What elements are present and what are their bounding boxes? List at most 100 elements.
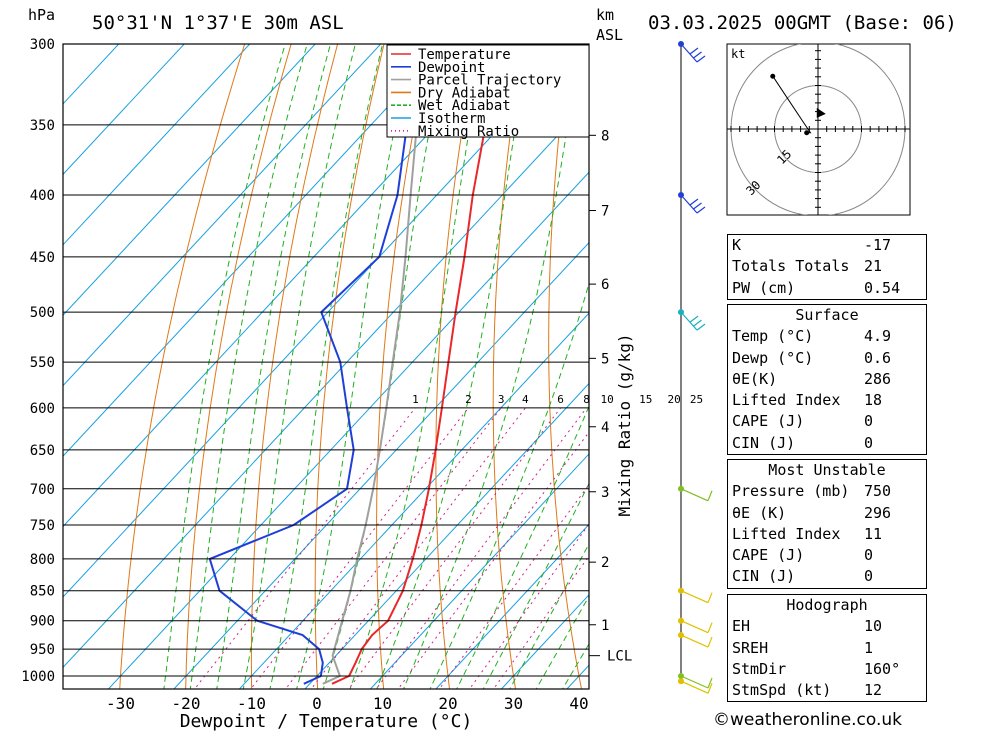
row-value: 0: [864, 433, 874, 452]
row-value: 296: [864, 503, 892, 522]
wind-barb: [678, 192, 706, 214]
wind-barb-shaft: [680, 194, 698, 214]
surface-row: CAPE (J) 0: [728, 411, 926, 432]
row-value: 1: [864, 638, 874, 657]
pressure-tick-label: 350: [30, 118, 55, 134]
height-tick-label: 1: [601, 618, 609, 634]
surface-row: CIN (J) 0: [728, 433, 926, 454]
wind-barb-flag: [693, 51, 702, 59]
legend-entry: Temperature: [418, 47, 511, 63]
row-value: 11: [864, 524, 883, 543]
asl-unit-label: ASL: [596, 26, 623, 44]
wet-adiabat-line: [296, 44, 414, 689]
row-label: CIN (J): [732, 567, 796, 586]
pressure-tick-label: 550: [30, 355, 55, 371]
parcel-trajectory-line: [322, 44, 428, 685]
dry-adiabat-line: [548, 44, 583, 689]
hodograph-stats-title: Hodograph: [786, 596, 868, 614]
surface-table: Surface Temp (°C) 4.9 Dewp (°C) 0.6 θE(K) 286…: [727, 304, 927, 456]
x-tick-label: 20: [438, 694, 457, 713]
row-value: 750: [864, 482, 892, 501]
wind-barb-flag: [696, 206, 706, 214]
most-unstable-row: Pressure (mb) 750: [728, 481, 926, 502]
wind-barb: [678, 673, 713, 689]
mixing-ratio-label: 4: [522, 393, 529, 406]
most-unstable-row: θE (K) 296: [728, 503, 926, 524]
wind-barb-flag: [707, 683, 713, 694]
pressure-tick-label: 400: [30, 188, 55, 204]
surface-title: Surface: [795, 306, 859, 324]
pressure-tick-label: 1000: [21, 669, 55, 685]
pressure-tick-label: 750: [30, 518, 55, 534]
legend-box: [386, 44, 590, 138]
credit-link[interactable]: ©weatheronline.co.uk: [713, 710, 903, 730]
pressure-tick-label: 650: [30, 443, 55, 459]
legend-entry: Wet Adiabat: [418, 98, 511, 114]
wet-adiabat-line: [216, 44, 332, 689]
hodograph-stats-table: Hodograph EH 10 SREH 1 StmDir 160° StmSpd (kt)…: [727, 594, 927, 703]
pressure-tick-label: 850: [30, 584, 55, 600]
wet-adiabat-line: [269, 44, 384, 689]
mixing-ratio-line: [468, 523, 589, 689]
mixing-ratio-label: 25: [690, 393, 703, 406]
dry-adiabat-line: [939, 8, 1000, 692]
isotherm-line: [63, 44, 447, 457]
wet-adiabat-line: [376, 44, 530, 689]
mixing-ratio-line: [250, 407, 469, 689]
mixing-ratio-label: 20: [667, 393, 680, 406]
row-value: 286: [864, 369, 892, 388]
indices-table: K -17 Totals Totals 21 PW (cm) 0.54: [727, 234, 927, 300]
indices-row: Totals Totals 21: [728, 256, 926, 277]
legend-entry: Mixing Ratio: [418, 124, 519, 140]
row-value: 10: [864, 617, 883, 636]
row-label: θE (K): [732, 503, 787, 522]
isotherm-line: [63, 44, 382, 387]
mixing-ratio-label: 6: [557, 393, 564, 406]
isotherm-line: [63, 44, 251, 246]
isotherm-line: [173, 241, 589, 689]
dry-adiabat-line: [185, 44, 292, 689]
km-unit-label: km: [596, 6, 614, 24]
hodograph-stats-row: StmDir 160°: [728, 659, 926, 680]
most-unstable-row: Lifted Index 11: [728, 524, 926, 545]
pressure-tick-label: 300: [30, 37, 55, 53]
surface-row: Temp (°C) 4.9: [728, 326, 926, 347]
isotherm-line: [63, 44, 120, 105]
wind-barb-shaft: [680, 590, 709, 604]
dry-adiabat-line: [985, 8, 1000, 692]
pressure-tick-label: 950: [30, 642, 55, 658]
mixing-ratio-axis-label: Mixing Ratio (g/kg): [615, 333, 634, 516]
row-label: CAPE (J): [732, 412, 805, 431]
pressure-axis-ticks: 300 350 400 450 500 550 600 650 700 750 800 850 900 9…: [21, 37, 55, 685]
wet-adiabat-line: [189, 44, 308, 689]
row-value: 0.54: [864, 278, 901, 297]
isotherm-line: [238, 312, 589, 689]
height-tick-label: 4: [601, 420, 609, 436]
most-unstable-row: CIN (J) 0: [728, 566, 926, 587]
mixing-ratio-label: 8: [583, 393, 590, 406]
wind-barb-shaft: [680, 43, 698, 63]
wind-barb: [678, 41, 706, 63]
wet-adiabat-line: [242, 44, 356, 689]
wet-adiabat-line: [429, 281, 589, 689]
mixing-ratio-label: 3: [498, 393, 505, 406]
isotherm-line: [63, 44, 316, 316]
wind-barb-shaft: [680, 634, 709, 648]
x-axis-ticks: -30 -20 -10 0 10 20 30 40: [106, 694, 589, 713]
wind-barb-shaft: [680, 680, 709, 694]
row-value: 4.9: [864, 327, 892, 346]
height-tick-label: 5: [601, 351, 609, 367]
most-unstable-row: CAPE (J) 0: [728, 545, 926, 566]
dry-adiabat-line: [250, 44, 339, 689]
location-title: 50°31'N 1°37'E 30m ASL: [92, 12, 344, 34]
isotherm-line: [107, 171, 589, 689]
wind-barb-shaft: [680, 311, 698, 331]
height-tick-label: 7: [601, 204, 609, 220]
hodograph-trace-end: [804, 130, 810, 136]
wet-adiabat-line: [456, 405, 589, 689]
row-value: 0: [864, 546, 874, 565]
